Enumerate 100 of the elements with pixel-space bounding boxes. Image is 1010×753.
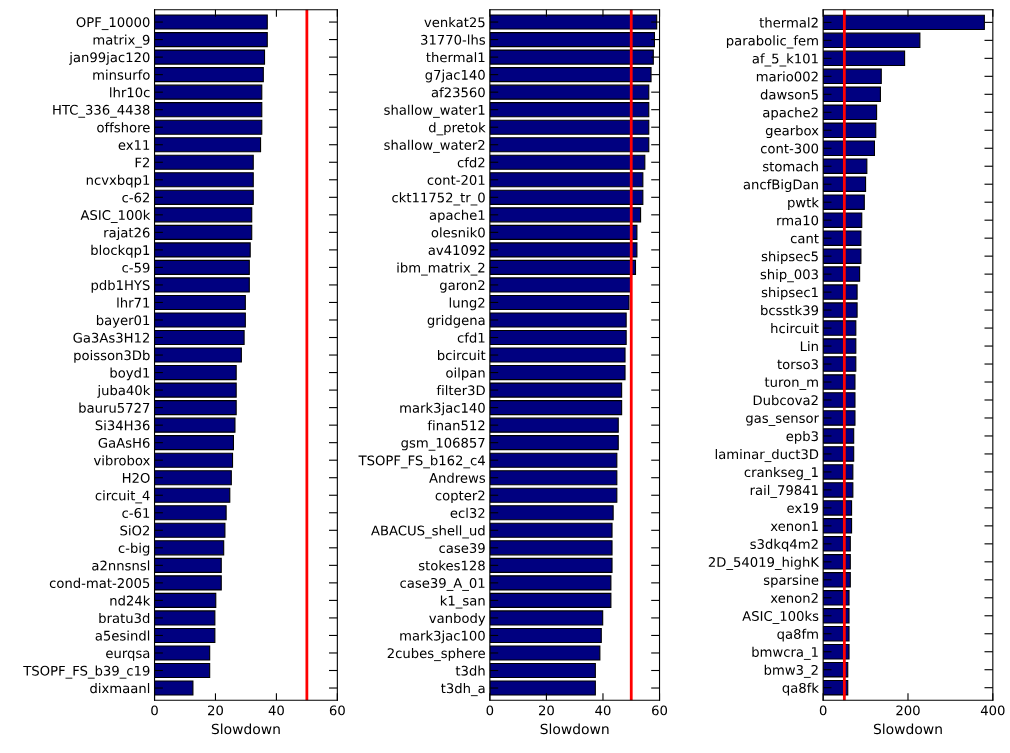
y-tick-label: Dubcova2 — [753, 394, 818, 406]
y-tick-label: finan512 — [427, 420, 485, 431]
y-tick-label: jan99jac120 — [69, 52, 150, 65]
y-tick-label: laminar_duct3D — [715, 448, 819, 463]
y-tick-label: c-61 — [122, 507, 150, 518]
y-tick-label: cond-mat-2005 — [49, 577, 150, 589]
y-tick-label: crankseg_1 — [744, 466, 818, 481]
y-tick-label: GaAsH6 — [98, 437, 150, 448]
y-tick-label: av41092 — [428, 245, 485, 256]
y-tick-label: shallow_water2 — [384, 139, 485, 153]
y-tick-label: circuit_4 — [95, 490, 150, 504]
y-tick-label: SiO2 — [120, 525, 150, 536]
y-tick-label: juba40k — [97, 385, 151, 398]
y-tick-label: xenon2 — [770, 593, 818, 603]
y-tick-label: xenon1 — [770, 521, 818, 532]
y-tick-label: shipsec5 — [761, 251, 818, 264]
y-tick-label: vanbody — [429, 612, 486, 626]
y-tick-label: t3dh_a — [441, 683, 485, 697]
y-tick-label: a5esindl — [95, 630, 150, 641]
y-tick-label: mario002 — [756, 71, 818, 82]
y-tick-label: gsm_106857 — [401, 437, 485, 451]
y-tick-label: cfd1 — [457, 332, 485, 343]
y-tick-label: TSOPF_FS_b39_c19 — [23, 665, 150, 679]
y-tick-label: mark3jac140 — [400, 402, 485, 416]
y-tick-label: qa8fk — [782, 682, 819, 696]
y-tick-label: qa8fm — [777, 628, 818, 642]
y-tick-label: d_pretok — [428, 122, 486, 136]
x-axis-title: Slowdown — [873, 723, 942, 735]
y-tick-label: af23560 — [431, 87, 485, 98]
x-tick-label: 0 — [486, 705, 494, 716]
y-tick-label: dixmaanl — [90, 683, 150, 694]
y-tick-label: bratu3d — [99, 612, 150, 624]
y-tick-label: ASIC_100ks — [742, 610, 819, 624]
y-tick-label: t3dh — [455, 665, 485, 676]
y-tick-label: Lin — [800, 341, 818, 352]
y-tick-label: sparsine — [763, 574, 819, 588]
y-tick-label: hcircuit — [771, 323, 819, 334]
x-tick-label: 0 — [819, 705, 827, 716]
y-tick-label: ancfBigDan — [743, 179, 818, 192]
y-tick-label: bauru5727 — [79, 402, 150, 413]
y-tick-label: copter2 — [435, 490, 485, 503]
y-tick-label: TSOPF_FS_b162_c4 — [358, 455, 485, 469]
y-tick-label: garon2 — [439, 280, 485, 293]
y-tick-label: blockqp1 — [91, 244, 150, 258]
y-tick-label: lhr10c — [110, 87, 150, 98]
y-tick-label: rail_79841 — [750, 484, 818, 499]
y-tick-label: 31770-lhs — [421, 34, 486, 45]
y-tick-label: cant — [790, 233, 819, 244]
x-tick-label: 60 — [652, 705, 668, 716]
y-tick-label: c-62 — [122, 192, 150, 203]
x-tick-label: 20 — [538, 705, 554, 716]
y-tick-label: venkat25 — [424, 17, 485, 28]
y-tick-label: torso3 — [777, 359, 818, 370]
y-tick-label: poisson3Db — [74, 350, 150, 363]
y-tick-label: turon_m — [764, 377, 818, 390]
y-tick-label: gas_sensor — [746, 415, 819, 426]
y-tick-label: 2D_54019_highK — [708, 556, 820, 570]
x-tick-label: 20 — [208, 705, 223, 716]
y-tick-label: F2 — [135, 157, 150, 168]
y-tick-label: a2nnsnsl — [92, 560, 150, 571]
y-tick-label: gearbox — [765, 125, 819, 139]
y-tick-label: c-59 — [122, 262, 150, 273]
y-tick-label: ncvxbqp1 — [86, 174, 150, 188]
y-tick-label: offshore — [97, 122, 150, 133]
y-tick-label: g7jac140 — [425, 69, 485, 83]
y-tick-label: bcsstk39 — [761, 305, 819, 316]
y-tick-label: ship_003 — [760, 269, 818, 283]
y-tick-label: bayer01 — [96, 314, 150, 328]
y-tick-label: rajat26 — [104, 227, 150, 241]
y-tick-label: shallow_water1 — [384, 104, 485, 118]
y-tick-label: s3dkq4m2 — [750, 538, 818, 552]
y-tick-label: boyd1 — [110, 367, 150, 381]
y-tick-label: bmwcra_1 — [752, 646, 818, 660]
y-tick-label: gridgena — [427, 314, 485, 328]
y-tick-label: vibrobox — [93, 455, 150, 466]
y-tick-label: thermal2 — [759, 17, 818, 28]
y-tick-label: parabolic_fem — [726, 35, 818, 49]
x-tick-label: 40 — [268, 705, 284, 716]
y-tick-label: ckt11752_tr_0 — [392, 192, 485, 206]
y-tick-label: filter3D — [436, 385, 485, 396]
y-tick-label: bmw3_2 — [764, 664, 818, 678]
y-tick-label: ex11 — [118, 140, 150, 150]
y-tick-label: case39_A_01 — [400, 577, 485, 591]
y-tick-label: 2cubes_sphere — [387, 647, 485, 662]
y-tick-label: cont-201 — [427, 175, 485, 185]
y-tick-label: apache1 — [429, 209, 485, 223]
y-tick-label: oilpan — [446, 367, 485, 381]
y-tick-label: apache2 — [763, 107, 818, 121]
x-tick-label: 40 — [595, 705, 611, 716]
y-tick-label: olesnik0 — [431, 227, 485, 238]
y-tick-label: lhr71 — [117, 297, 150, 308]
y-tick-label: eurqsa — [106, 650, 150, 661]
x-axis-title: Slowdown — [540, 723, 609, 735]
y-tick-label: stomach — [763, 161, 818, 172]
y-tick-label: pwtk — [788, 197, 819, 210]
y-tick-label: Andrews — [429, 472, 486, 483]
y-tick-label: Ga3As3H12 — [73, 332, 150, 343]
y-tick-label: minsurfo — [93, 69, 150, 80]
y-tick-label: bcircuit — [438, 350, 486, 361]
y-tick-label: case39 — [439, 543, 485, 554]
